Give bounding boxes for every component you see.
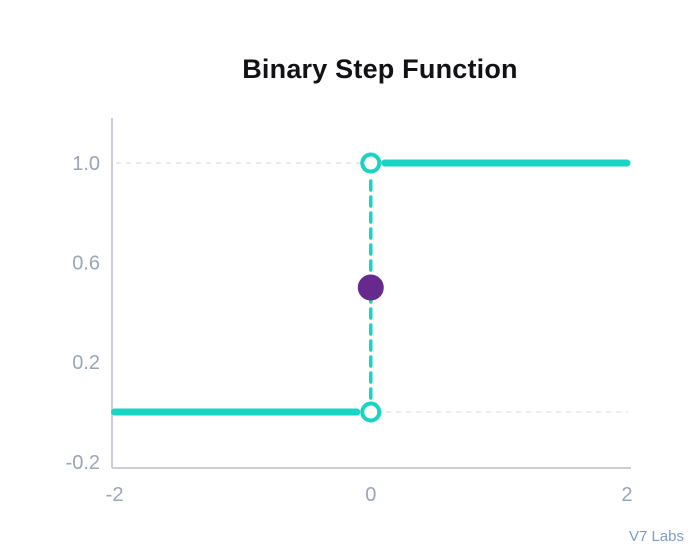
chart-title: Binary Step Function — [242, 54, 518, 84]
y-tick-label: 1.0 — [72, 153, 100, 175]
watermark-label: V7 Labs — [628, 528, 684, 545]
marker-open-point-low — [360, 401, 382, 423]
y-tick-label: 0.2 — [72, 352, 100, 374]
x-tick-label: 2 — [621, 484, 632, 506]
x-tick-label: 0 — [365, 484, 376, 506]
x-tick-label: -2 — [106, 484, 124, 506]
marker-open-point-high — [360, 152, 382, 174]
marker-midpoint-dot — [357, 274, 384, 301]
y-tick-label: 0.6 — [72, 253, 100, 275]
y-tick-label: -0.2 — [66, 452, 100, 474]
